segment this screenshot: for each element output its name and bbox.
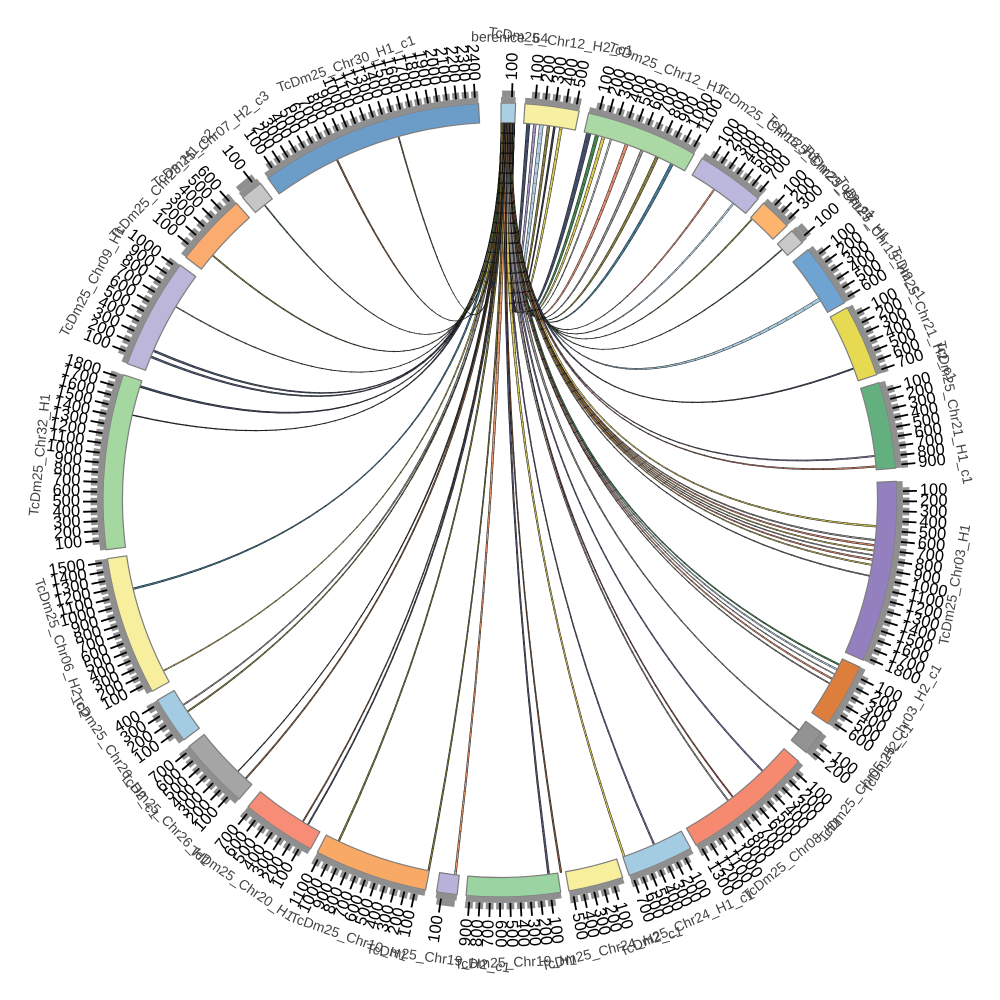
svg-text:700: 700 bbox=[915, 430, 945, 452]
svg-text:100: 100 bbox=[503, 52, 522, 80]
svg-text:900: 900 bbox=[456, 918, 476, 947]
svg-text:500: 500 bbox=[52, 492, 80, 510]
svg-text:600: 600 bbox=[917, 534, 946, 555]
svg-text:2100: 2100 bbox=[431, 46, 454, 85]
svg-text:700: 700 bbox=[53, 470, 81, 489]
svg-text:900: 900 bbox=[54, 449, 83, 469]
svg-text:300: 300 bbox=[53, 512, 81, 531]
svg-text:400: 400 bbox=[52, 502, 80, 521]
svg-text:300: 300 bbox=[920, 502, 948, 521]
svg-text:400: 400 bbox=[579, 909, 602, 940]
svg-text:500: 500 bbox=[911, 409, 941, 432]
svg-text:500: 500 bbox=[571, 59, 594, 89]
svg-text:600: 600 bbox=[52, 481, 80, 500]
svg-text:800: 800 bbox=[53, 459, 82, 479]
svg-text:400: 400 bbox=[560, 57, 582, 87]
svg-text:200: 200 bbox=[538, 54, 559, 83]
svg-text:600: 600 bbox=[913, 420, 943, 442]
svg-text:800: 800 bbox=[916, 440, 945, 461]
svg-text:500: 500 bbox=[918, 523, 947, 543]
svg-text:700: 700 bbox=[479, 920, 498, 948]
svg-text:1100: 1100 bbox=[48, 426, 86, 449]
svg-text:800: 800 bbox=[468, 919, 487, 947]
svg-text:200: 200 bbox=[920, 492, 948, 510]
svg-text:300: 300 bbox=[590, 906, 614, 937]
svg-text:500: 500 bbox=[502, 920, 521, 948]
svg-text:300: 300 bbox=[524, 918, 544, 947]
svg-text:400: 400 bbox=[909, 399, 940, 422]
svg-text:100: 100 bbox=[396, 908, 419, 939]
svg-text:100: 100 bbox=[54, 533, 83, 554]
svg-text:berenice_64: berenice_64 bbox=[471, 28, 549, 46]
svg-text:1000: 1000 bbox=[45, 437, 84, 459]
svg-text:800: 800 bbox=[914, 555, 944, 577]
svg-text:2000: 2000 bbox=[421, 47, 444, 86]
svg-text:200: 200 bbox=[535, 917, 556, 946]
svg-text:400: 400 bbox=[919, 513, 947, 532]
svg-text:900: 900 bbox=[918, 451, 947, 471]
svg-text:100: 100 bbox=[920, 481, 948, 500]
svg-text:500: 500 bbox=[568, 911, 591, 941]
svg-text:2200: 2200 bbox=[442, 45, 464, 83]
svg-text:100: 100 bbox=[425, 914, 447, 944]
svg-text:100: 100 bbox=[545, 915, 566, 945]
svg-text:700: 700 bbox=[915, 545, 945, 566]
svg-text:300: 300 bbox=[549, 56, 571, 86]
svg-text:600: 600 bbox=[492, 920, 510, 948]
svg-text:900: 900 bbox=[912, 566, 942, 589]
svg-text:100: 100 bbox=[528, 53, 548, 82]
svg-text:1500: 1500 bbox=[47, 556, 86, 579]
svg-text:300: 300 bbox=[907, 389, 938, 413]
svg-text:400: 400 bbox=[513, 919, 532, 947]
svg-text:200: 200 bbox=[53, 523, 82, 543]
svg-text:TcDm25_Chr19_H1: TcDm25_Chr19_H1 bbox=[454, 952, 578, 972]
svg-text:2400: 2400 bbox=[463, 44, 483, 82]
svg-text:1200: 1200 bbox=[48, 415, 87, 439]
svg-text:2300: 2300 bbox=[453, 44, 474, 82]
